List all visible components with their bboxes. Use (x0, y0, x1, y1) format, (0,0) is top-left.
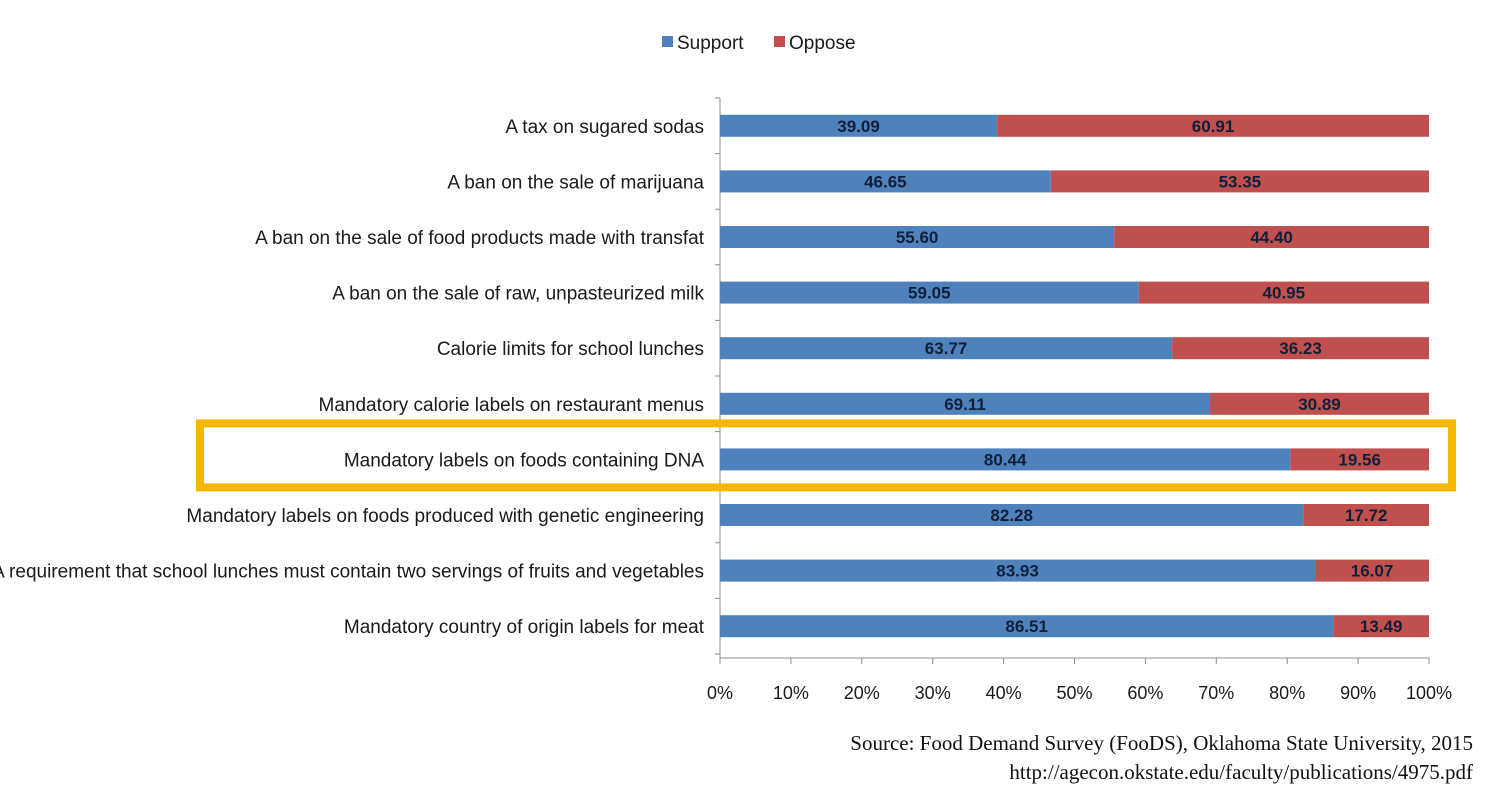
category-label: A ban on the sale of raw, unpasteurized … (332, 284, 704, 305)
source-note: Source: Food Demand Survey (FooDS), Okla… (850, 731, 1473, 755)
x-tick-label: 30% (915, 683, 951, 703)
category-label: A ban on the sale of marijuana (447, 172, 704, 193)
data-label-oppose: 19.56 (1338, 450, 1381, 469)
category-label: A tax on sugared sodas (505, 117, 704, 138)
data-label-oppose: 60.91 (1192, 117, 1235, 136)
x-tick-label: 0% (707, 683, 733, 703)
data-label-support: 59.05 (908, 284, 951, 303)
bar-segment-oppose (1333, 615, 1429, 638)
category-label: Mandatory calorie labels on restaurant m… (319, 395, 704, 416)
category-label: Mandatory labels on foods produced with … (186, 506, 704, 527)
x-tick-label: 20% (844, 683, 880, 703)
bar-segment-oppose (1315, 559, 1429, 582)
bar-segment-support (720, 559, 1316, 582)
bar-segment-oppose (1138, 281, 1429, 304)
x-tick-label: 80% (1269, 683, 1305, 703)
data-label-oppose: 30.89 (1298, 395, 1341, 414)
data-label-support: 83.93 (996, 562, 1039, 581)
category-label: A requirement that school lunches must c… (0, 562, 704, 583)
x-tick-label: 60% (1127, 683, 1163, 703)
legend-swatch-support (662, 36, 673, 47)
bar-segment-support (720, 504, 1304, 526)
bar-segment-support (720, 114, 998, 137)
x-tick-label: 90% (1340, 683, 1376, 703)
bar-segment-oppose (1050, 170, 1429, 193)
data-label-support: 55.60 (896, 228, 939, 247)
legend-swatch-oppose (774, 36, 785, 47)
data-label-support: 63.77 (925, 339, 968, 358)
data-label-support: 80.44 (984, 450, 1027, 469)
source-url: http://agecon.okstate.edu/faculty/public… (1009, 760, 1473, 784)
highlight-box (196, 419, 1456, 492)
data-label-oppose: 53.35 (1219, 172, 1262, 191)
data-label-oppose: 13.49 (1360, 617, 1403, 636)
bar-segment-oppose (1114, 226, 1429, 248)
x-tick-label: 50% (1056, 683, 1092, 703)
data-label-oppose: 36.23 (1279, 339, 1322, 358)
x-tick-label: 40% (986, 683, 1022, 703)
bar-segment-support (720, 281, 1139, 304)
bar-segment-support (720, 337, 1173, 360)
bar-segment-support (720, 615, 1334, 638)
data-label-support: 39.09 (837, 117, 880, 136)
bar-segment-oppose (1290, 448, 1429, 471)
data-label-oppose: 16.07 (1351, 562, 1394, 581)
data-label-support: 82.28 (990, 506, 1033, 525)
category-label: A ban on the sale of food products made … (255, 228, 705, 249)
x-tick-label: 70% (1198, 683, 1234, 703)
bar-segment-oppose (1172, 337, 1429, 360)
bar-segment-support (720, 448, 1291, 471)
data-label-oppose: 44.40 (1250, 228, 1293, 247)
bar-segment-oppose (1209, 392, 1429, 415)
x-tick-label: 100% (1406, 683, 1452, 703)
data-label-support: 46.65 (864, 172, 907, 191)
data-label-support: 69.11 (944, 395, 986, 414)
legend-label-support: Support (677, 33, 744, 54)
legend-label-oppose: Oppose (789, 33, 856, 54)
bar-segment-support (720, 170, 1051, 193)
bar-segment-support (720, 226, 1115, 248)
x-tick-label: 10% (773, 683, 809, 703)
bar-segment-oppose (997, 114, 1429, 137)
bar-segment-support (720, 392, 1210, 415)
data-label-oppose: 17.72 (1345, 506, 1388, 525)
data-label-support: 86.51 (1005, 617, 1048, 636)
category-label: Mandatory country of origin labels for m… (344, 617, 705, 638)
category-label: Mandatory labels on foods containing DNA (344, 450, 704, 471)
data-label-oppose: 40.95 (1263, 284, 1306, 303)
bar-segment-oppose (1303, 504, 1429, 526)
category-label: Calorie limits for school lunches (437, 339, 704, 360)
